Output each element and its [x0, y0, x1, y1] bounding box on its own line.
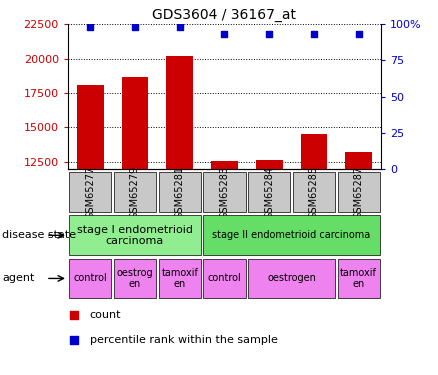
- Text: stage II endometrioid carcinoma: stage II endometrioid carcinoma: [212, 230, 371, 240]
- Point: [311, 32, 318, 38]
- Bar: [345, 152, 372, 169]
- Bar: [159, 259, 201, 298]
- Bar: [69, 259, 111, 298]
- Text: GSM65279: GSM65279: [130, 166, 140, 219]
- Bar: [203, 216, 380, 255]
- Bar: [300, 134, 327, 169]
- Bar: [211, 161, 238, 169]
- Bar: [69, 216, 201, 255]
- Text: tamoxif
en: tamoxif en: [340, 268, 377, 289]
- Bar: [114, 259, 156, 298]
- Text: GSM65277: GSM65277: [85, 166, 95, 219]
- Text: GSM65285: GSM65285: [309, 166, 319, 219]
- Text: percentile rank within the sample: percentile rank within the sample: [90, 335, 278, 345]
- Bar: [256, 160, 283, 169]
- Point: [355, 32, 362, 38]
- Text: oestrog
en: oestrog en: [117, 268, 153, 289]
- Title: GDS3604 / 36167_at: GDS3604 / 36167_at: [152, 8, 297, 22]
- Bar: [166, 56, 193, 169]
- Text: control: control: [208, 273, 241, 284]
- Bar: [122, 76, 148, 169]
- Text: control: control: [74, 273, 107, 284]
- Text: GSM65284: GSM65284: [264, 166, 274, 219]
- Bar: [338, 259, 380, 298]
- Point: [131, 24, 138, 30]
- Text: GSM65281: GSM65281: [175, 166, 185, 219]
- Bar: [203, 259, 246, 298]
- Text: GSM65283: GSM65283: [219, 166, 230, 219]
- Text: stage I endometrioid
carcinoma: stage I endometrioid carcinoma: [77, 225, 193, 246]
- Text: count: count: [90, 310, 121, 320]
- Text: oestrogen: oestrogen: [267, 273, 316, 284]
- Text: GSM65287: GSM65287: [354, 166, 364, 219]
- Point: [176, 24, 183, 30]
- Bar: [248, 259, 335, 298]
- Bar: [77, 85, 104, 169]
- Point: [278, 16, 285, 22]
- Point: [278, 242, 285, 248]
- Point: [221, 32, 228, 38]
- Point: [87, 24, 94, 30]
- Point: [266, 32, 273, 38]
- Text: disease state: disease state: [2, 230, 76, 240]
- Text: tamoxif
en: tamoxif en: [161, 268, 198, 289]
- Text: agent: agent: [2, 273, 35, 284]
